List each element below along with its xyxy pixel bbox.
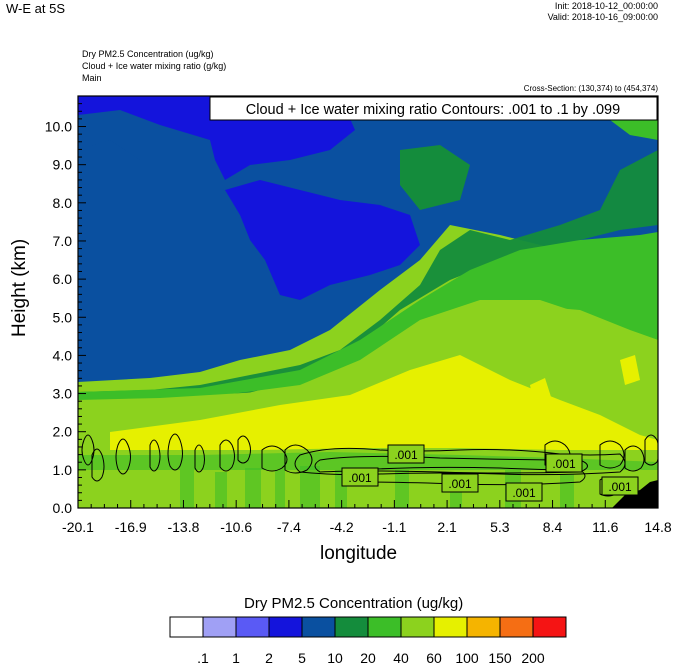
colorbar-label: 200	[521, 650, 545, 666]
valid-time: Valid: 2018-10-16_09:00:00	[547, 12, 658, 22]
init-time: Init: 2018-10-12_00:00:00	[554, 1, 658, 11]
y-tick-label: 5.0	[53, 309, 73, 325]
field-main: Main	[82, 73, 102, 83]
svg-text:.001: .001	[348, 471, 372, 485]
contour-label: .001	[387, 444, 425, 464]
x-tick-label: -1.1	[382, 519, 406, 535]
colorbar-label: 5	[298, 650, 306, 666]
y-tick-label: 7.0	[53, 233, 73, 249]
x-tick-label: 11.6	[592, 519, 618, 535]
field-pm25: Dry PM2.5 Concentration (ug/kg)	[82, 49, 214, 59]
colorbar-label: 40	[393, 650, 409, 666]
contour-label: .001	[441, 473, 479, 493]
y-tick-label: 6.0	[53, 271, 73, 287]
colorbar-title: Dry PM2.5 Concentration (ug/kg)	[244, 595, 464, 612]
concentration-field	[78, 96, 658, 508]
svg-text:.001: .001	[394, 448, 418, 462]
colorbar-label: 2	[265, 650, 273, 666]
colorbar-swatch	[268, 616, 303, 638]
contour-labels: .001 .001 .001 .001 .001 .001	[341, 444, 639, 502]
colorbar-label: 20	[360, 650, 376, 666]
contour-label: .001	[601, 476, 639, 496]
x-tick-label: -10.6	[220, 519, 252, 535]
y-tick-label: 9.0	[53, 157, 73, 173]
colorbar-swatch	[235, 616, 270, 638]
colorbar-swatch	[433, 616, 468, 638]
x-axis: -20.1 -16.9 -13.8 -10.6 -7.4 -4.2 -1.1 2.1 5.3 8.…	[62, 500, 672, 535]
svg-text:.001: .001	[552, 457, 576, 471]
contour-legend: Cloud + Ice water mixing ratio Contours:…	[209, 96, 658, 121]
colorbar-swatch	[202, 616, 237, 638]
x-tick-label: 14.8	[644, 519, 671, 535]
field-cloud-ice: Cloud + Ice water mixing ratio (g/kg)	[82, 61, 227, 71]
x-tick-label: 8.4	[543, 519, 563, 535]
colorbar: .1 1 2 5 10 20 40 60 100 150 200	[169, 616, 567, 666]
colorbar-swatch	[334, 616, 369, 638]
y-tick-label: 0.0	[53, 500, 73, 516]
colorbar-swatch	[301, 616, 336, 638]
colorbar-swatch	[169, 616, 204, 638]
cross-section-label: Cross-Section: (130,374) to (454,374)	[523, 84, 658, 93]
colorbar-swatch	[367, 616, 402, 638]
contour-label: .001	[505, 482, 543, 502]
x-tick-label: 5.3	[490, 519, 510, 535]
y-axis-label: Height (km)	[9, 238, 30, 337]
contour-label: .001	[545, 453, 583, 473]
svg-text:.001: .001	[448, 477, 472, 491]
y-tick-label: 8.0	[53, 195, 73, 211]
colorbar-label: 10	[327, 650, 343, 666]
x-tick-label: -4.2	[330, 519, 354, 535]
colorbar-swatch	[466, 616, 501, 638]
colorbar-label: 1	[232, 650, 240, 666]
x-axis-label: longitude	[320, 543, 398, 564]
contour-label: .001	[341, 467, 379, 487]
y-tick-label: 1.0	[53, 462, 73, 478]
colorbar-label: .1	[197, 650, 209, 666]
colorbar-swatch	[499, 616, 534, 638]
colorbar-swatch	[532, 616, 567, 638]
svg-text:.001: .001	[512, 486, 536, 500]
y-tick-label: 4.0	[53, 347, 73, 363]
y-tick-label: 10.0	[45, 119, 72, 135]
x-tick-label: -20.1	[62, 519, 94, 535]
x-tick-label: -7.4	[277, 519, 301, 535]
y-tick-label: 3.0	[53, 386, 73, 402]
y-tick-label: 2.0	[53, 424, 73, 440]
x-tick-label: 2.1	[437, 519, 457, 535]
x-tick-label: -13.8	[167, 519, 199, 535]
y-axis: 0.0 1.0 2.0 3.0 4.0 5.0 6.0 7.0 8.0 9.0 10.0	[45, 95, 86, 516]
chart-title: W-E at 5S	[6, 1, 66, 16]
contour-legend-text: Cloud + Ice water mixing ratio Contours:…	[246, 102, 620, 118]
colorbar-label: 100	[455, 650, 479, 666]
colorbar-label: 150	[488, 650, 512, 666]
svg-text:.001: .001	[608, 480, 632, 494]
colorbar-label: 60	[426, 650, 442, 666]
colorbar-swatch	[400, 616, 435, 638]
x-tick-label: -16.9	[115, 519, 147, 535]
